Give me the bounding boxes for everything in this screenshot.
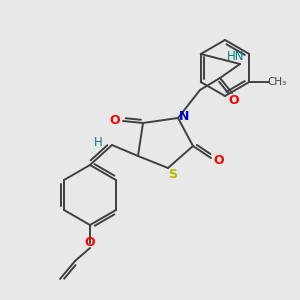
Text: S: S xyxy=(169,167,178,181)
Text: HN: HN xyxy=(227,50,245,62)
Text: O: O xyxy=(214,154,224,167)
Text: CH₃: CH₃ xyxy=(268,77,287,87)
Text: H: H xyxy=(94,136,102,149)
Text: O: O xyxy=(85,236,95,250)
Text: N: N xyxy=(179,110,189,122)
Text: O: O xyxy=(229,94,239,107)
Text: O: O xyxy=(110,113,120,127)
